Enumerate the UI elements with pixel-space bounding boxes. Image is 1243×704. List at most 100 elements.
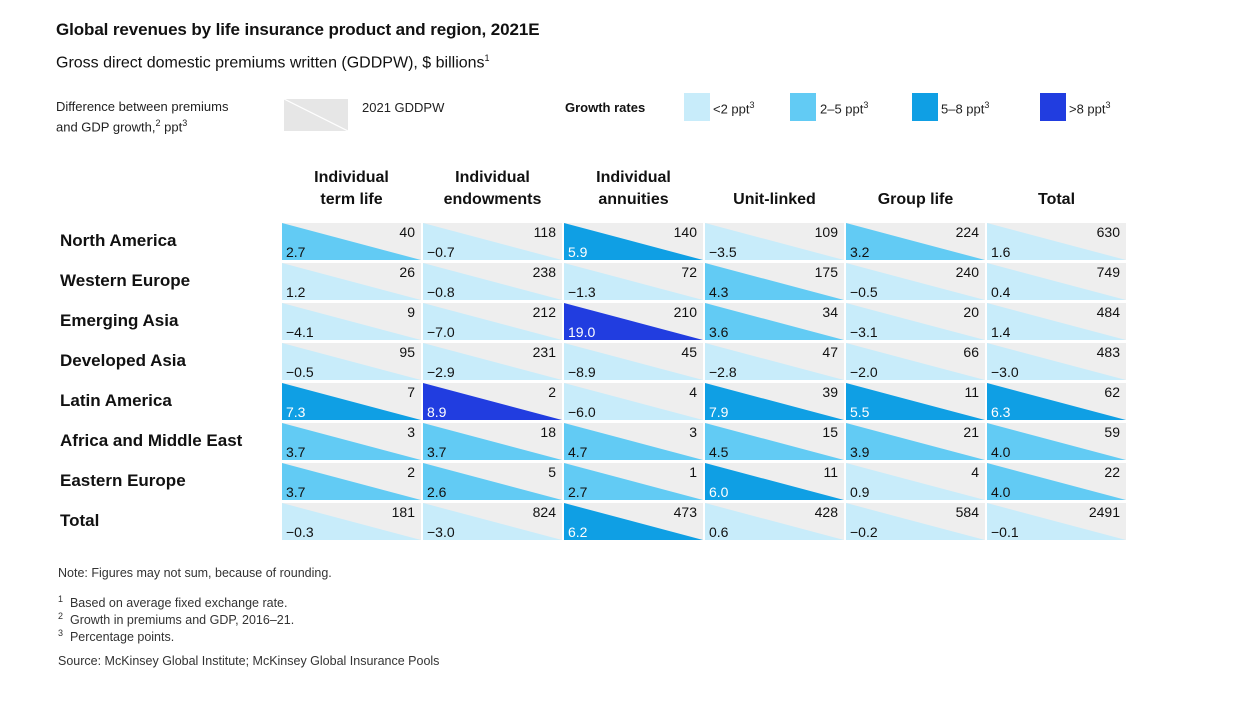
- cell-shape: [423, 343, 562, 380]
- cell-shape: [705, 503, 844, 540]
- growth-triangle: [987, 503, 1126, 540]
- growth-triangle: [282, 503, 421, 540]
- table-cell: 40 2.7: [282, 223, 421, 260]
- growth-triangle: [564, 303, 703, 340]
- cell-gddpw-value: 72: [681, 264, 697, 280]
- growth-triangle: [846, 383, 985, 420]
- table-cell: 224 3.2: [846, 223, 985, 260]
- table-cell: 26 1.2: [282, 263, 421, 300]
- cell-gddpw-value: 11: [823, 464, 838, 480]
- cell-gddpw-value: 181: [391, 504, 415, 520]
- cell-gddpw-value: 22: [1104, 464, 1120, 480]
- table-cell: 9 −4.1: [282, 303, 421, 340]
- subtitle-footnote-mark: 1: [484, 53, 490, 63]
- table-cell: 109 −3.5: [705, 223, 844, 260]
- growth-triangle: [282, 423, 421, 460]
- cell-shape: [423, 303, 562, 340]
- growth-triangle: [846, 503, 985, 540]
- cell-growth-value: −3.5: [709, 244, 737, 260]
- cell-growth-value: 3.9: [850, 444, 870, 460]
- legend-difference-line1: Difference between premiums: [56, 99, 229, 114]
- cell-growth-value: 2.7: [568, 484, 588, 500]
- cell-growth-value: −1.3: [568, 284, 596, 300]
- cell-gddpw-value: 584: [955, 504, 979, 520]
- growth-triangle: [705, 463, 844, 500]
- cell-growth-value: −0.5: [286, 364, 314, 380]
- growth-triangle: [423, 423, 562, 460]
- footnote-2: 2 Growth in premiums and GDP, 2016–21.: [58, 611, 295, 628]
- cell-growth-value: 0.6: [709, 524, 729, 540]
- cell-growth-value: 3.7: [427, 444, 447, 460]
- growth-triangle: [564, 503, 703, 540]
- table-cell: 1 2.7: [564, 463, 703, 500]
- growth-triangle: [423, 223, 562, 260]
- table-cell: 749 0.4: [987, 263, 1126, 300]
- table-cell: 118 −0.7: [423, 223, 562, 260]
- column-header-2: Individual endowments: [443, 169, 542, 208]
- table-cell: 47 −2.8: [705, 343, 844, 380]
- cell-gddpw-value: 1: [689, 464, 697, 480]
- cell-growth-value: 4.5: [709, 444, 729, 460]
- cell-growth-value: 5.9: [568, 244, 588, 260]
- cell-shape: [987, 463, 1126, 500]
- cell-gddpw-value: 824: [532, 504, 556, 520]
- growth-triangle: [846, 303, 985, 340]
- growth-triangle: [564, 343, 703, 380]
- table-cell: 484 1.4: [987, 303, 1126, 340]
- table-cell: 824 −3.0: [423, 503, 562, 540]
- table-cell: 630 1.6: [987, 223, 1126, 260]
- cell-growth-value: 4.0: [991, 484, 1011, 500]
- cell-shape: [282, 223, 421, 260]
- cell-shape: [564, 423, 703, 460]
- cell-gddpw-value: 66: [963, 344, 979, 360]
- cell-gddpw-value: 231: [532, 344, 556, 360]
- cell-growth-value: 8.9: [427, 404, 447, 420]
- cell-growth-value: 2.7: [286, 244, 306, 260]
- cell-gddpw-value: 3: [689, 424, 697, 440]
- growth-triangle: [987, 423, 1126, 460]
- cell-growth-value: 7.9: [709, 404, 729, 420]
- cell-gddpw-value: 39: [822, 384, 838, 400]
- growth-triangle: [282, 463, 421, 500]
- table-cell: 231 −2.9: [423, 343, 562, 380]
- cell-gddpw-value: 109: [814, 224, 838, 240]
- cell-shape: [846, 383, 985, 420]
- legend-difference-label: Difference between premiums and GDP grow…: [56, 99, 228, 135]
- cell-growth-value: −0.5: [850, 284, 878, 300]
- growth-triangle: [423, 343, 562, 380]
- cell-growth-value: 6.3: [991, 404, 1011, 420]
- legend-gddpw-label: 2021 GDDPW: [362, 100, 445, 115]
- growth-triangle: [987, 263, 1126, 300]
- cell-gddpw-value: 59: [1104, 424, 1120, 440]
- cell-shape: [282, 383, 421, 420]
- cell-shape: [564, 343, 703, 380]
- cell-growth-value: 4.7: [568, 444, 588, 460]
- table-cell: 3 4.7: [564, 423, 703, 460]
- growth-triangle: [423, 303, 562, 340]
- table-cell: 210 19.0: [564, 303, 703, 340]
- cell-shape: [705, 263, 844, 300]
- legend-sample-cell: [283, 98, 349, 132]
- legend-bucket-label-3: 5–8 ppt3: [941, 100, 990, 117]
- table-cell: 95 −0.5: [282, 343, 421, 380]
- table-cell: 181 −0.3: [282, 503, 421, 540]
- table-cell: 15 4.5: [705, 423, 844, 460]
- table-cell: 39 7.9: [705, 383, 844, 420]
- table-cell: 473 6.2: [564, 503, 703, 540]
- cell-growth-value: 4.0: [991, 444, 1011, 460]
- cell-gddpw-value: 212: [532, 304, 556, 320]
- table-cell: 21 3.9: [846, 423, 985, 460]
- cell-growth-value: −4.1: [286, 324, 314, 340]
- cell-growth-value: −0.2: [850, 524, 878, 540]
- growth-triangle: [846, 463, 985, 500]
- table-cell: 140 5.9: [564, 223, 703, 260]
- growth-triangle: [705, 263, 844, 300]
- cell-growth-value: 3.2: [850, 244, 870, 260]
- cell-gddpw-value: 18: [540, 424, 556, 440]
- cell-growth-value: 1.6: [991, 244, 1011, 260]
- cell-growth-value: 3.7: [286, 484, 306, 500]
- growth-triangle: [564, 383, 703, 420]
- cell-shape: [846, 343, 985, 380]
- cell-shape: [423, 503, 562, 540]
- cell-growth-value: −2.9: [427, 364, 455, 380]
